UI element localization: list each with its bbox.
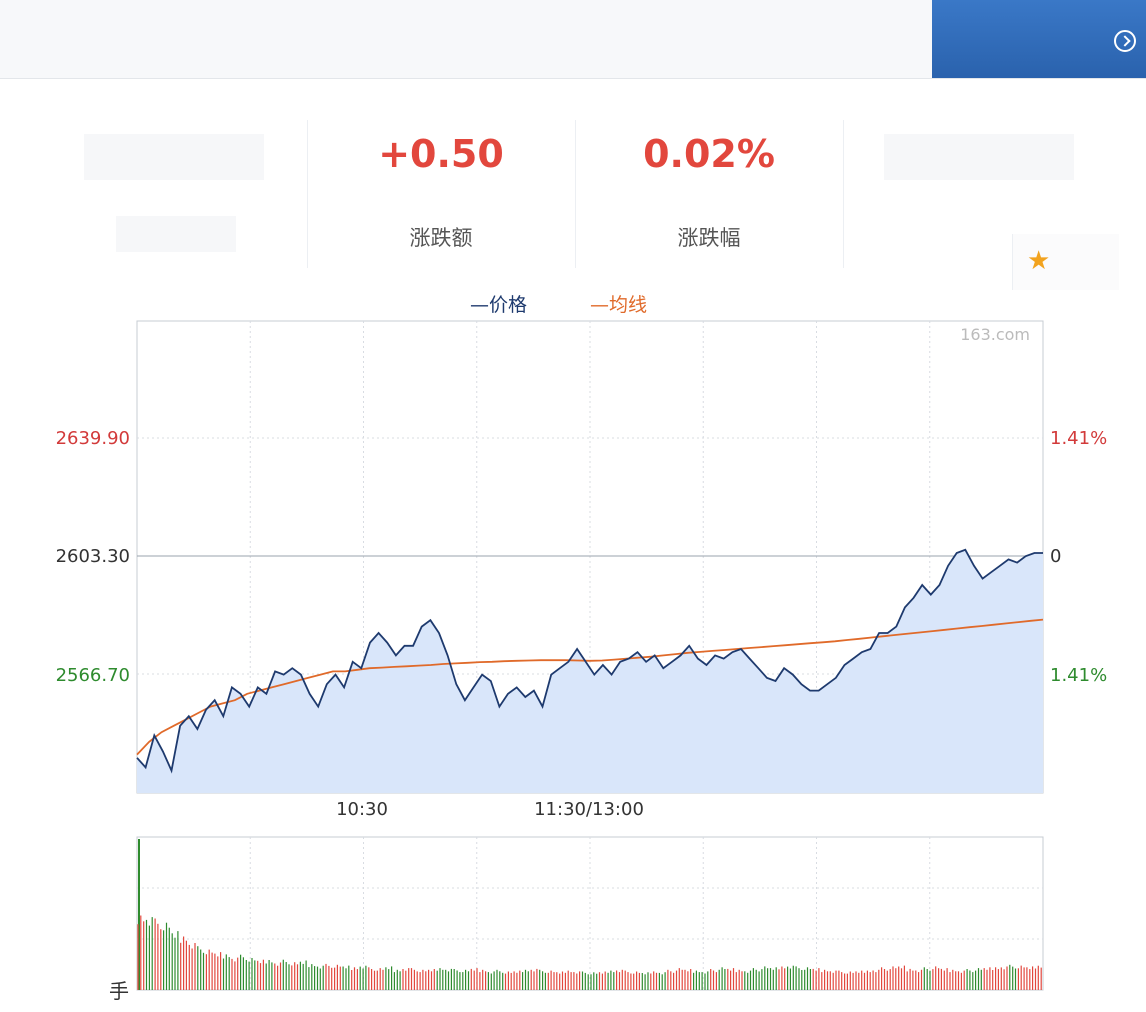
y-left-tick-3: 2566.70: [56, 665, 130, 686]
legend-price: —价格: [470, 290, 528, 316]
price-line: [136, 548, 1043, 774]
y-right-tick-2: 0: [1050, 546, 1061, 567]
legend-avg: —均线: [590, 290, 648, 316]
stat-card-price: [20, 120, 305, 268]
y-right-tick-1: 1.41%: [1050, 428, 1107, 449]
change-value: +0.50: [378, 132, 504, 176]
top-bar: [0, 0, 1146, 79]
legend-price-label: —价格: [470, 294, 528, 316]
change-pct-value: 0.02%: [643, 132, 775, 176]
change-pct-label: 涨跌幅: [677, 226, 741, 250]
volume-grid: [136, 836, 1044, 991]
legend-avg-label: —均线: [590, 294, 648, 316]
change-label: 涨跌额: [409, 226, 473, 250]
average-line: [136, 618, 1044, 756]
x-tick-1: 10:30: [336, 799, 388, 820]
volume-unit-label: 手: [109, 979, 129, 1003]
blurred-label-block: [116, 216, 236, 252]
stat-card-change-pct: 0.02% 涨跌幅: [575, 120, 842, 268]
watermark: 163.com: [960, 325, 1030, 344]
arrow-circle-icon: [1114, 30, 1136, 52]
star-icon: ★: [1027, 246, 1051, 276]
x-tick-2: 11:30/13:00: [534, 799, 644, 820]
blurred-price-block: [84, 134, 264, 180]
y-right-tick-3: 1.41%: [1050, 665, 1107, 686]
price-area-fill: [137, 549, 1043, 793]
stat-card-extra: [843, 120, 1114, 268]
y-left-tick-1: 2639.90: [56, 428, 130, 449]
favorite-button[interactable]: ★: [1012, 234, 1119, 290]
stat-card-change: +0.50 涨跌额: [307, 120, 574, 268]
y-left-tick-2: 2603.30: [56, 546, 130, 567]
blurred-extra-block: [884, 134, 1074, 180]
volume-bars: [137, 839, 1042, 990]
top-action-button[interactable]: [932, 0, 1146, 78]
